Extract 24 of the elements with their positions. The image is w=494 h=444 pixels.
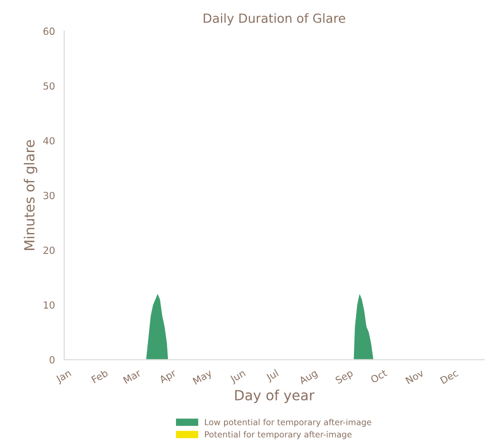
x-tick-label: Jan bbox=[55, 369, 72, 384]
x-tick-label: Aug bbox=[298, 369, 319, 386]
y-tick-label: 40 bbox=[43, 137, 55, 144]
x-tick-label: Apr bbox=[158, 368, 178, 386]
y-tick-label: 50 bbox=[44, 82, 55, 90]
chart-title: Daily Duration of Glare bbox=[204, 13, 346, 26]
x-tick-label: Jun bbox=[229, 369, 247, 385]
x-tick-label: Dec bbox=[440, 369, 459, 384]
y-tick-label: 60 bbox=[44, 28, 55, 35]
y-axis-title: Minutes of glare bbox=[24, 140, 38, 250]
x-tick-label: Nov bbox=[405, 369, 424, 384]
x-tick-label: Jul bbox=[265, 369, 280, 383]
x-tick-label: Mar bbox=[122, 368, 142, 384]
x-tick-label: Feb bbox=[91, 368, 108, 384]
x-tick-label: May bbox=[192, 369, 214, 386]
legend-label: Potential for temporary after-image bbox=[205, 431, 352, 440]
x-tick-label: Oct bbox=[370, 368, 388, 384]
y-tick-label: 0 bbox=[50, 356, 55, 364]
legend-label: Low potential for temporary after-image bbox=[205, 418, 372, 427]
x-tick-label: Sep bbox=[334, 369, 354, 386]
y-tick-label: 30 bbox=[44, 192, 55, 200]
x-axis-title: Day of year bbox=[235, 390, 314, 404]
y-tick-label: 10 bbox=[44, 301, 55, 309]
y-tick-label: 20 bbox=[44, 246, 55, 254]
